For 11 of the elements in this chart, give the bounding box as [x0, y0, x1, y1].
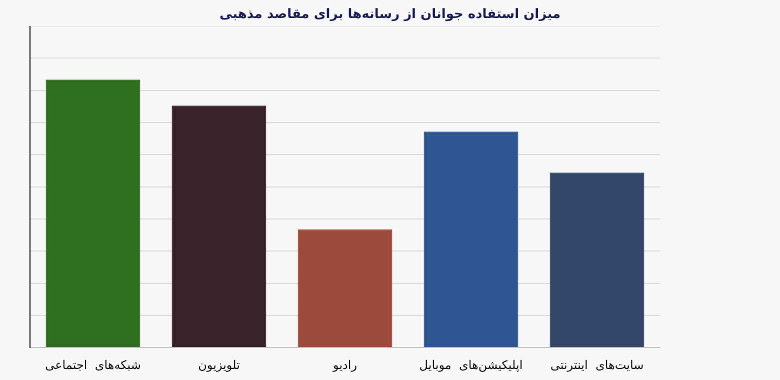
bar [172, 106, 266, 348]
x-tick-label: رادیو [332, 358, 358, 372]
chart-title: میزان استفاده جوانان از رسانه‌ها برای مقاصد مذهبی [218, 6, 562, 24]
x-tick-label: تلویزیون [198, 358, 240, 372]
bar [46, 80, 140, 348]
x-tick-label: شبکه‌های اجتماعی [45, 358, 141, 372]
bar [298, 229, 392, 348]
bar [424, 132, 518, 348]
x-tick-label: سایت‌های اینترنتی [550, 358, 644, 372]
x-tick-label: اپلیکیشن‌های موبایل [419, 358, 523, 372]
bar [550, 172, 644, 348]
